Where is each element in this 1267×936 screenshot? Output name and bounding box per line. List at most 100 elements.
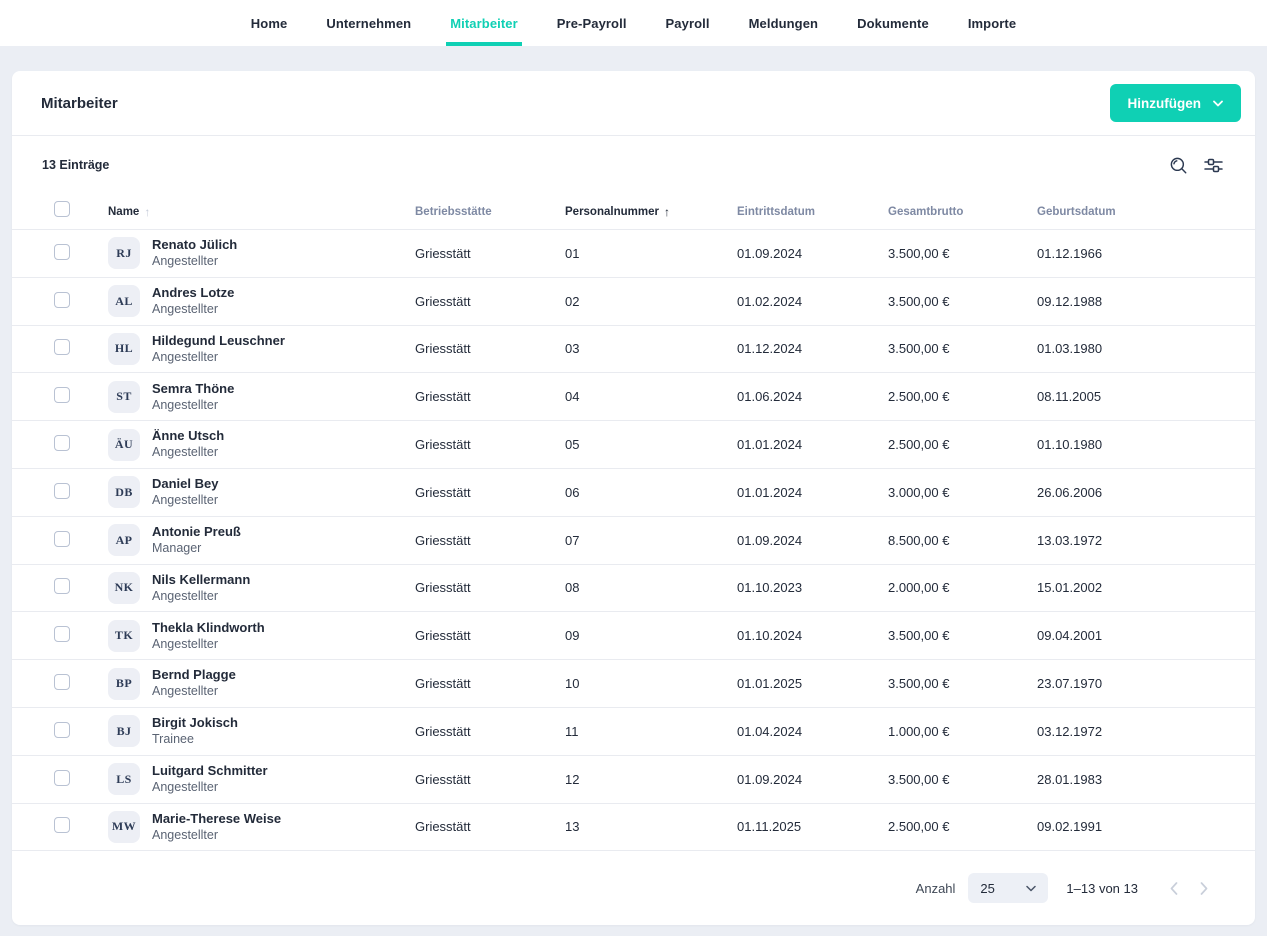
betriebsstaette-cell: Griesstätt <box>415 533 565 548</box>
personalnummer-cell: 01 <box>565 246 737 261</box>
personalnummer-cell: 07 <box>565 533 737 548</box>
table-row[interactable]: BJ Birgit Jokisch Trainee Griesstätt 11 … <box>12 708 1255 756</box>
personalnummer-cell: 11 <box>565 724 737 739</box>
table-row[interactable]: HL Hildegund Leuschner Angestellter Grie… <box>12 326 1255 374</box>
nav-tab[interactable]: Importe <box>968 0 1016 46</box>
nav-tab[interactable]: Payroll <box>666 0 710 46</box>
geburtsdatum-cell: 09.04.2001 <box>1037 628 1225 643</box>
name-cell: DB Daniel Bey Angestellter <box>108 476 415 508</box>
employee-role: Angestellter <box>152 350 285 364</box>
row-checkbox[interactable] <box>54 387 70 403</box>
table-row[interactable]: LS Luitgard Schmitter Angestellter Gries… <box>12 756 1255 804</box>
employee-role: Angestellter <box>152 589 250 603</box>
table-row[interactable]: NK Nils Kellermann Angestellter Griesstä… <box>12 565 1255 613</box>
avatar: DB <box>108 476 140 508</box>
geburtsdatum-cell: 01.10.1980 <box>1037 437 1225 452</box>
column-header[interactable]: Gesamtbrutto <box>888 206 1037 218</box>
table-row[interactable]: ÄU Änne Utsch Angestellter Griesstätt 05… <box>12 421 1255 469</box>
row-checkbox-cell <box>42 770 108 789</box>
betriebsstaette-cell: Griesstätt <box>415 294 565 309</box>
nav-tab[interactable]: Dokumente <box>857 0 929 46</box>
eintrittsdatum-cell: 01.01.2024 <box>737 437 888 452</box>
table-row[interactable]: RJ Renato Jülich Angestellter Griesstätt… <box>12 230 1255 278</box>
table-row[interactable]: ST Semra Thöne Angestellter Griesstätt 0… <box>12 373 1255 421</box>
eintrittsdatum-cell: 01.01.2024 <box>737 485 888 500</box>
pagination: Anzahl 25 1–13 von 13 <box>12 851 1255 925</box>
table-row[interactable]: DB Daniel Bey Angestellter Griesstätt 06… <box>12 469 1255 517</box>
row-checkbox[interactable] <box>54 674 70 690</box>
geburtsdatum-cell: 15.01.2002 <box>1037 580 1225 595</box>
gesamtbrutto-cell: 3.500,00 € <box>888 628 1037 643</box>
row-checkbox[interactable] <box>54 817 70 833</box>
geburtsdatum-cell: 03.12.1972 <box>1037 724 1225 739</box>
gesamtbrutto-cell: 3.500,00 € <box>888 246 1037 261</box>
row-checkbox-cell <box>42 531 108 550</box>
employee-name: Antonie Preuß <box>152 525 241 540</box>
table-row[interactable]: BP Bernd Plagge Angestellter Griesstätt … <box>12 660 1255 708</box>
row-checkbox-cell <box>42 292 108 311</box>
name-cell: AP Antonie Preuß Manager <box>108 524 415 556</box>
eintrittsdatum-cell: 01.10.2024 <box>737 628 888 643</box>
avatar: NK <box>108 572 140 604</box>
row-checkbox[interactable] <box>54 626 70 642</box>
geburtsdatum-cell: 23.07.1970 <box>1037 676 1225 691</box>
next-page-button[interactable] <box>1200 882 1208 895</box>
avatar: AP <box>108 524 140 556</box>
column-header[interactable]: Eintrittsdatum <box>737 206 888 218</box>
column-header[interactable]: Betriebsstätte <box>415 206 565 218</box>
name-cell: RJ Renato Jülich Angestellter <box>108 237 415 269</box>
betriebsstaette-cell: Griesstätt <box>415 580 565 595</box>
row-checkbox[interactable] <box>54 244 70 260</box>
employee-name: Daniel Bey <box>152 477 218 492</box>
row-checkbox[interactable] <box>54 531 70 547</box>
table-row[interactable]: AP Antonie Preuß Manager Griesstätt 07 0… <box>12 517 1255 565</box>
search-icon[interactable] <box>1169 156 1188 175</box>
nav-tab[interactable]: Meldungen <box>749 0 819 46</box>
sort-arrow-up-icon <box>664 206 670 218</box>
geburtsdatum-cell: 01.03.1980 <box>1037 341 1225 356</box>
row-checkbox[interactable] <box>54 483 70 499</box>
prev-page-button[interactable] <box>1170 882 1178 895</box>
betriebsstaette-cell: Griesstätt <box>415 676 565 691</box>
row-checkbox-cell <box>42 626 108 645</box>
nav-tab[interactable]: Unternehmen <box>326 0 411 46</box>
eintrittsdatum-cell: 01.10.2023 <box>737 580 888 595</box>
nav-tab[interactable]: Home <box>251 0 288 46</box>
row-checkbox[interactable] <box>54 435 70 451</box>
per-page-select[interactable]: 25 <box>968 873 1048 903</box>
row-checkbox[interactable] <box>54 722 70 738</box>
employee-name: Semra Thöne <box>152 382 234 397</box>
employee-name: Marie-Therese Weise <box>152 812 281 827</box>
filter-icon[interactable] <box>1204 157 1223 174</box>
row-checkbox-cell <box>42 674 108 693</box>
row-checkbox[interactable] <box>54 292 70 308</box>
row-checkbox[interactable] <box>54 339 70 355</box>
table-row[interactable]: MW Marie-Therese Weise Angestellter Grie… <box>12 804 1255 852</box>
column-header[interactable]: Geburtsdatum <box>1037 206 1225 218</box>
table-row[interactable]: AL Andres Lotze Angestellter Griesstätt … <box>12 278 1255 326</box>
nav-tab[interactable]: Mitarbeiter <box>450 0 518 46</box>
column-header-label: Personalnummer <box>565 206 659 218</box>
eintrittsdatum-cell: 01.11.2025 <box>737 819 888 834</box>
nav-tab-label: Dokumente <box>857 16 929 31</box>
select-all-checkbox[interactable] <box>54 201 70 217</box>
toolbar-icons <box>1169 156 1223 175</box>
avatar: ST <box>108 381 140 413</box>
eintrittsdatum-cell: 01.04.2024 <box>737 724 888 739</box>
avatar: BP <box>108 668 140 700</box>
page-range-text: 1–13 von 13 <box>1066 881 1138 896</box>
column-header[interactable]: Personalnummer <box>565 206 737 218</box>
sort-arrow-up-icon <box>144 206 150 218</box>
add-employee-button[interactable]: Hinzufügen <box>1110 84 1242 122</box>
row-checkbox[interactable] <box>54 578 70 594</box>
nav-tab[interactable]: Pre-Payroll <box>557 0 627 46</box>
row-checkbox-cell <box>42 722 108 741</box>
column-header[interactable]: Name <box>108 206 415 218</box>
gesamtbrutto-cell: 2.500,00 € <box>888 437 1037 452</box>
row-checkbox-cell <box>42 578 108 597</box>
row-checkbox[interactable] <box>54 770 70 786</box>
table-row[interactable]: TK Thekla Klindworth Angestellter Griess… <box>12 612 1255 660</box>
avatar: TK <box>108 620 140 652</box>
avatar: LS <box>108 763 140 795</box>
personalnummer-cell: 05 <box>565 437 737 452</box>
